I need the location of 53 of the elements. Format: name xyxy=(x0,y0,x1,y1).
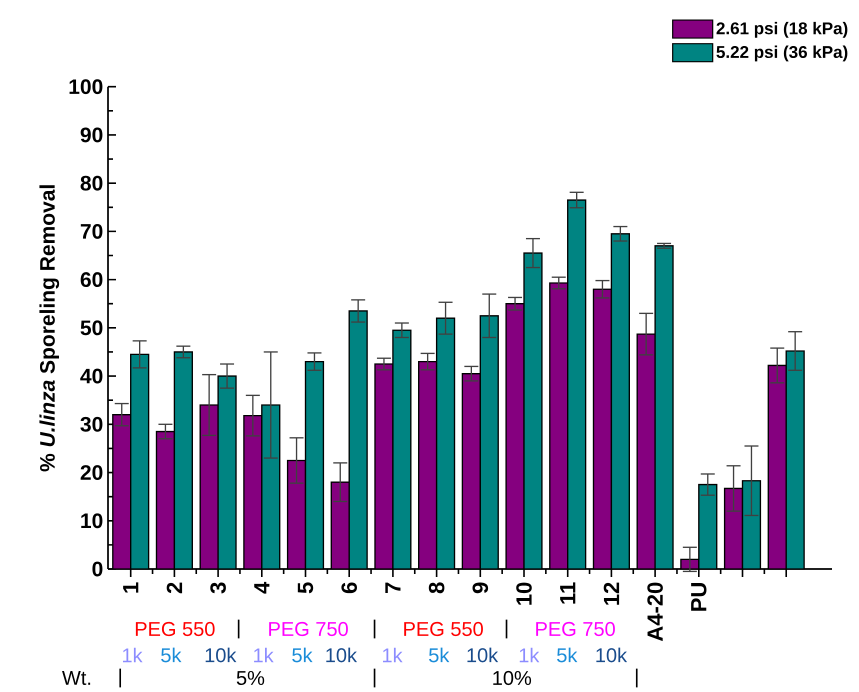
text: 10k xyxy=(206,648,236,662)
text: | xyxy=(119,668,122,688)
text: PEG 750 xyxy=(536,622,615,636)
y-tick-label: 10 xyxy=(81,513,102,528)
y-tick-label: 100 xyxy=(70,79,102,94)
text: 10k xyxy=(326,648,358,662)
x-tick-label: 6 xyxy=(341,582,357,594)
y-axis-title: % U.linza Sporeling Removal xyxy=(39,185,60,472)
text: | xyxy=(636,668,638,688)
text: 1k xyxy=(254,648,274,662)
y-tick-label: 50 xyxy=(80,320,102,336)
x-tick-label: 7 xyxy=(385,582,400,594)
text: Wt. xyxy=(62,671,90,685)
y-tick-label: 80 xyxy=(80,176,102,191)
text: 1k xyxy=(122,648,143,662)
y-tick-label: 90 xyxy=(80,127,102,142)
text: 10k xyxy=(467,648,498,662)
legend-label: 2.61 psi (18 kPa) xyxy=(716,22,848,38)
x-tick-label: 12 xyxy=(604,582,620,605)
y-tick-label: 20 xyxy=(80,465,102,480)
text: PEG 550 xyxy=(404,622,483,636)
text: 1k xyxy=(382,648,403,662)
text: 10k xyxy=(596,648,628,662)
text: 5% xyxy=(236,670,264,686)
x-tick-label: 11 xyxy=(560,582,576,604)
text: 5k xyxy=(557,648,578,662)
text: 1k xyxy=(520,648,540,662)
text: 5k xyxy=(429,648,450,662)
text: 5k xyxy=(161,648,182,662)
text: | xyxy=(238,620,240,638)
text: 5k xyxy=(292,648,313,662)
x-tick-label: A4-20 xyxy=(647,582,663,642)
text: 10% xyxy=(493,670,532,686)
x-tick-label: 9 xyxy=(472,582,488,594)
x-tick-label: 1 xyxy=(123,582,138,593)
y-tick-label: 70 xyxy=(80,224,102,239)
text: PEG 750 xyxy=(269,622,348,636)
text: | xyxy=(506,620,508,638)
x-tick-label: 5 xyxy=(298,582,314,594)
legend-label: 5.22 psi (36 kPa) xyxy=(716,46,848,62)
x-tick-label: 4 xyxy=(254,582,270,594)
text: | xyxy=(374,668,376,688)
text: PEG 550 xyxy=(136,622,215,636)
x-tick-label: 2 xyxy=(166,582,182,594)
x-tick-label: 8 xyxy=(428,582,444,594)
text: | xyxy=(374,620,376,638)
x-tick-label: 10 xyxy=(516,582,532,605)
y-tick-label: 0 xyxy=(92,562,102,576)
y-tick-label: 60 xyxy=(80,272,102,288)
x-tick-label: 3 xyxy=(210,582,226,594)
y-tick-label: 30 xyxy=(80,416,102,432)
x-tick-label: PU xyxy=(691,583,706,611)
y-tick-label: 40 xyxy=(80,368,102,384)
